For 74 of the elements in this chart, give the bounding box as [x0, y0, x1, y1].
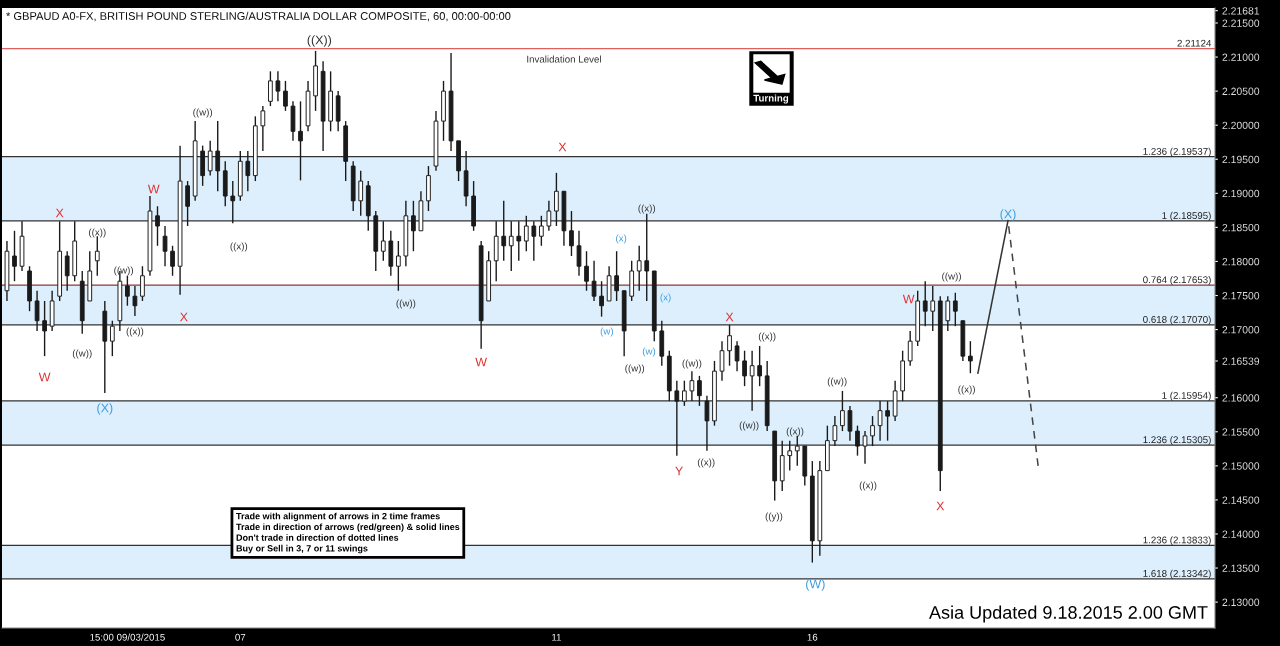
ref-line-label: 1.236 (2.19537): [1143, 147, 1211, 157]
annotation: ((w)): [72, 349, 92, 359]
annotation: Turning: [753, 94, 789, 104]
annotation: ((w)): [827, 377, 847, 387]
annotation: ((w)): [682, 359, 702, 369]
annotation: ((w)): [739, 421, 759, 431]
y-tick-label: 2.21500: [1222, 19, 1260, 27]
annotation: ((w)): [193, 108, 213, 118]
x-tick-label: 11: [552, 633, 561, 641]
annotation: ((y)): [765, 512, 783, 522]
annotation: ((x)): [88, 228, 106, 238]
y-tick-label: 2.15500: [1222, 428, 1260, 436]
chart-title: * GBPAUD A0-FX, BRITISH POUND STERLING/AUSTRALIA DOLLAR COMPOSITE, 60, 00:00-00:00: [6, 11, 511, 22]
annotation: Trade with alignment of arrows in 2 time frames Trade in direction of arrows (red/green) & solid lines Don't trade in direction of dotted lines Buy or Sell in 3, 7 or 11 swings: [236, 512, 460, 554]
annotation: ((x)): [758, 332, 776, 342]
annotation: ((x)): [638, 204, 656, 214]
x-tick-label: 15:00 09/03/2015: [90, 633, 165, 641]
x-tick-label: 16: [807, 633, 818, 641]
y-tick-label: 2.17000: [1222, 326, 1260, 334]
y-tick-label: 2.14000: [1222, 530, 1260, 538]
y-tick-label: 2.16000: [1222, 394, 1260, 402]
annotation: Asia Updated 9.18.2015 2.00 GMT: [929, 605, 1208, 623]
y-tick-label: 2.18500: [1222, 223, 1260, 232]
ref-line-label: 1.236 (2.15305): [1143, 436, 1211, 446]
annotation: ((x)): [859, 481, 877, 491]
annotation: ((w)): [942, 272, 961, 282]
y-tick-label: 2.16539: [1222, 357, 1260, 365]
annotation: X: [725, 312, 734, 322]
annotation: X: [179, 312, 188, 322]
ref-line-label: 1.236 (2.13833): [1143, 536, 1211, 546]
x-tick-label: 07: [235, 633, 246, 641]
y-tick-label: 2.20500: [1222, 87, 1260, 95]
annotation: X: [55, 208, 64, 218]
annotation: Invalidation Level: [527, 55, 601, 63]
annotation: W: [147, 184, 160, 194]
annotation: (X): [1000, 209, 1016, 221]
annotation: ((x)): [126, 327, 144, 337]
y-tick-label: 2.15000: [1222, 462, 1260, 470]
y-tick-label: 2.13500: [1222, 564, 1260, 572]
annotation: ((w)): [396, 299, 416, 309]
y-tick-label: 2.14500: [1222, 496, 1260, 504]
annotation: ((x)): [786, 427, 804, 437]
ref-line-label: 1.618 (2.13342): [1143, 569, 1211, 579]
y-tick-label: 2.17500: [1222, 292, 1260, 300]
annotation: Y: [675, 466, 683, 476]
annotation: ((w)): [114, 266, 134, 276]
ref-line-label: 1 (2.18595): [1162, 211, 1211, 221]
annotation: W: [902, 294, 915, 304]
y-tick-label: 2.18000: [1222, 257, 1260, 266]
annotation: X: [558, 142, 567, 152]
annotation: (w): [600, 327, 613, 337]
ref-line-label: 1 (2.15954): [1162, 391, 1211, 401]
annotation: W: [38, 372, 51, 382]
annotation: (x): [660, 293, 671, 303]
annotation: W: [475, 357, 488, 367]
annotation: (x): [616, 234, 627, 244]
annotation: (W): [806, 579, 825, 591]
ref-line-label: 0.764 (2.17653): [1143, 276, 1211, 286]
annotation: X: [936, 501, 945, 511]
annotation: ((X)): [307, 35, 332, 47]
y-tick-label: 2.19000: [1222, 189, 1260, 198]
annotation: (X): [97, 403, 113, 415]
annotation: ((x)): [230, 242, 248, 252]
y-tick-label: 2.21000: [1222, 53, 1260, 61]
annotation: ((w)): [625, 364, 645, 374]
annotation: (w): [642, 347, 656, 357]
annotation: ((x)): [697, 458, 715, 468]
annotation: ((x)): [958, 385, 975, 395]
y-tick-label: 2.13000: [1222, 598, 1260, 606]
ref-line-label: 0.618 (2.17070): [1143, 315, 1211, 325]
ref-line-label: 2.21124: [1177, 39, 1212, 47]
y-tick-label: 2.20000: [1222, 121, 1260, 130]
y-tick-label: 2.21681: [1222, 7, 1260, 15]
y-tick-label: 2.19500: [1222, 155, 1260, 164]
